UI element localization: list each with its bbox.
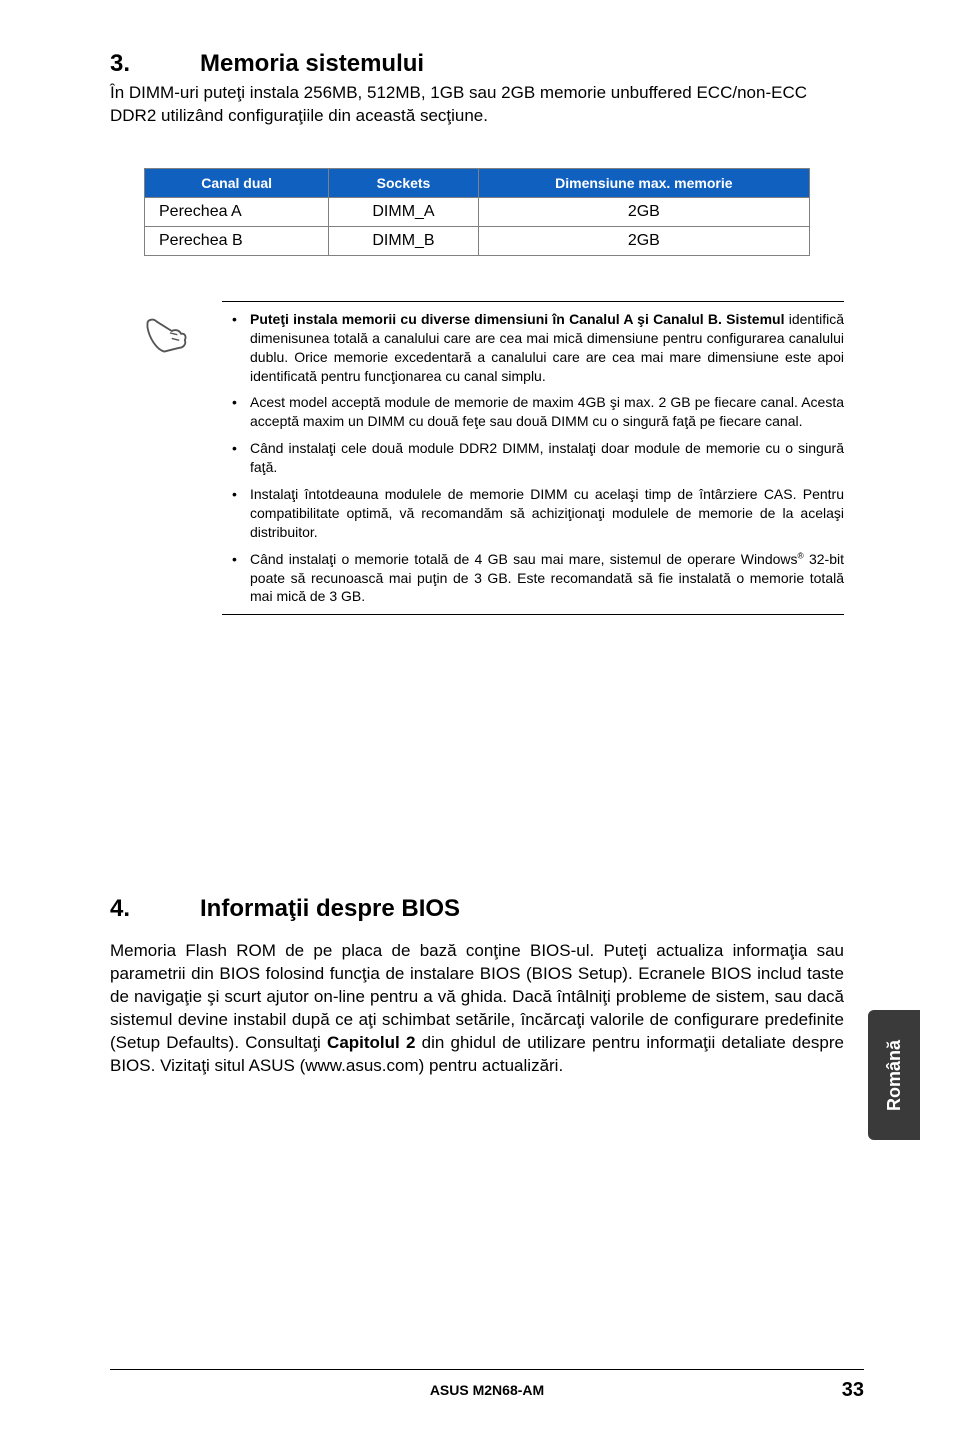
note-item1-lead: Puteţi instala memorii cu diverse dimens… <box>250 311 785 327</box>
section3-intro: În DIMM-uri puteţi instala 256MB, 512MB,… <box>110 82 844 128</box>
table-row: Perechea A DIMM_A 2GB <box>145 197 810 226</box>
section4-text: Memoria Flash ROM de pe placa de bază co… <box>110 940 844 1078</box>
note-item: Când instalaţi cele două module DDR2 DIM… <box>222 439 844 477</box>
section4-title: Informaţii despre BIOS <box>200 895 460 922</box>
note-item: Puteţi instala memorii cu diverse dimens… <box>222 310 844 386</box>
cell: Perechea A <box>145 197 329 226</box>
note-item5a: Când instalaţi o memorie totală de 4 GB … <box>250 551 798 567</box>
language-label: Română <box>884 1039 905 1110</box>
section4-heading: 4.Informaţii despre BIOS <box>110 895 844 923</box>
section3-title: Memoria sistemului <box>200 50 424 77</box>
section3-number: 3. <box>110 50 200 78</box>
footer-page-number: 33 <box>842 1379 864 1402</box>
note-item: Când instalaţi o memorie totală de 4 GB … <box>222 550 844 607</box>
note-body: Puteţi instala memorii cu diverse dimens… <box>222 301 844 615</box>
memory-table: Canal dual Sockets Dimensiune max. memor… <box>144 168 810 256</box>
cell: Perechea B <box>145 226 329 255</box>
col-header-channel: Canal dual <box>145 168 329 197</box>
note-hand-icon <box>140 301 200 615</box>
language-tab: Română <box>868 1010 920 1140</box>
cell: 2GB <box>478 197 809 226</box>
col-header-maxmem: Dimensiune max. memorie <box>478 168 809 197</box>
cell: 2GB <box>478 226 809 255</box>
note-block: Puteţi instala memorii cu diverse dimens… <box>140 301 844 615</box>
section4-number: 4. <box>110 895 200 923</box>
section4-text-bold: Capitolul 2 <box>327 1033 415 1052</box>
cell: DIMM_A <box>329 197 478 226</box>
section3-heading: 3.Memoria sistemului <box>110 50 844 78</box>
table-row: Perechea B DIMM_B 2GB <box>145 226 810 255</box>
section4: 4.Informaţii despre BIOS Memoria Flash R… <box>110 895 844 1078</box>
note-item: Instalaţi întotdeauna modulele de memori… <box>222 485 844 542</box>
note-item: Acest model acceptă module de memorie de… <box>222 393 844 431</box>
cell: DIMM_B <box>329 226 478 255</box>
col-header-sockets: Sockets <box>329 168 478 197</box>
page-footer: ASUS M2N68-AM 33 <box>110 1369 864 1398</box>
table-header-row: Canal dual Sockets Dimensiune max. memor… <box>145 168 810 197</box>
footer-title: ASUS M2N68-AM <box>430 1382 544 1398</box>
